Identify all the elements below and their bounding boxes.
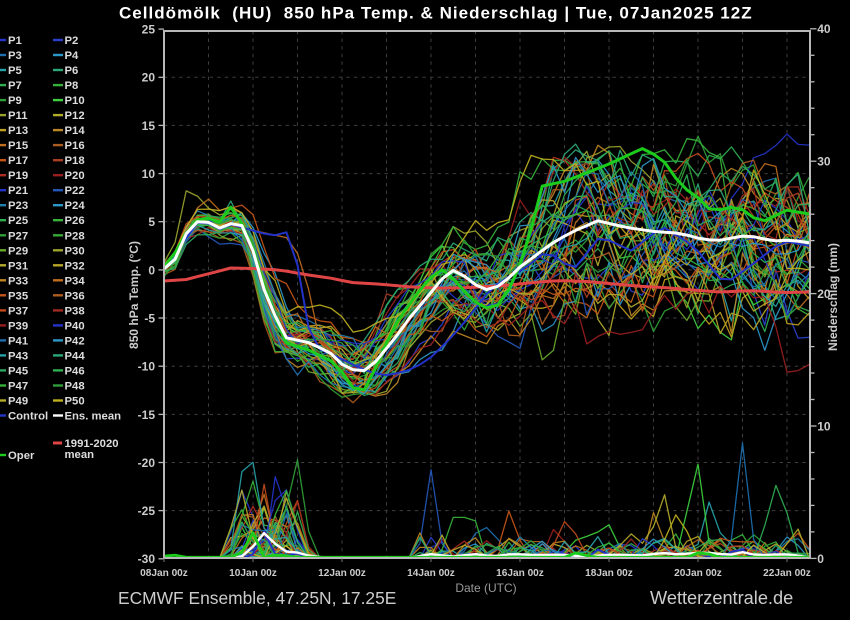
svg-text:ECMWF Ensemble, 47.25N, 17.25E: ECMWF Ensemble, 47.25N, 17.25E [118,588,396,608]
svg-text:P24: P24 [65,200,86,212]
svg-text:Date (UTC): Date (UTC) [455,581,516,595]
svg-text:P10: P10 [65,95,85,107]
svg-text:P32: P32 [65,260,85,272]
svg-text:P50: P50 [65,396,85,408]
svg-text:P33: P33 [8,275,28,287]
svg-text:Wetterzentrale.de: Wetterzentrale.de [650,588,793,608]
svg-text:P22: P22 [65,185,85,197]
svg-text:P2: P2 [65,35,79,47]
svg-text:P20: P20 [65,170,85,182]
svg-text:30: 30 [817,155,831,169]
svg-text:P26: P26 [65,215,85,227]
svg-text:-25: -25 [138,504,156,518]
svg-text:P15: P15 [8,140,28,152]
svg-text:18Jan 00z: 18Jan 00z [585,568,633,579]
svg-text:P48: P48 [65,381,85,393]
svg-text:1991-2020: 1991-2020 [65,438,119,450]
svg-text:P30: P30 [65,245,85,257]
svg-text:P4: P4 [65,50,80,62]
svg-text:15: 15 [142,119,156,133]
svg-text:Niederschlag (mm): Niederschlag (mm) [826,243,840,351]
svg-text:Control: Control [8,411,48,423]
svg-text:P40: P40 [65,320,85,332]
svg-text:P16: P16 [65,140,85,152]
svg-text:10Jan 00z: 10Jan 00z [229,568,277,579]
svg-text:-20: -20 [138,456,156,470]
svg-text:-30: -30 [138,552,156,566]
svg-text:14Jan 00z: 14Jan 00z [407,568,455,579]
svg-text:P27: P27 [8,230,28,242]
svg-text:P39: P39 [8,320,28,332]
svg-text:P43: P43 [8,350,28,362]
svg-text:P12: P12 [65,110,85,122]
svg-text:P11: P11 [8,110,27,122]
svg-text:10: 10 [817,419,831,433]
svg-text:P45: P45 [8,365,28,377]
svg-text:0: 0 [817,552,824,566]
svg-text:0: 0 [148,263,155,277]
svg-text:5: 5 [148,215,155,229]
svg-text:P7: P7 [8,80,22,92]
svg-text:P34: P34 [65,275,86,287]
svg-text:P44: P44 [65,350,86,362]
svg-text:P8: P8 [65,80,79,92]
svg-text:-15: -15 [138,408,156,422]
svg-text:40: 40 [817,22,831,36]
svg-text:P38: P38 [65,305,85,317]
svg-text:P47: P47 [8,381,28,393]
svg-text:-10: -10 [138,360,156,374]
svg-text:16Jan 00z: 16Jan 00z [496,568,544,579]
svg-text:P35: P35 [8,290,28,302]
svg-text:P5: P5 [8,65,22,77]
svg-text:P28: P28 [65,230,85,242]
svg-text:P23: P23 [8,200,28,212]
svg-text:10: 10 [142,167,156,181]
svg-text:P25: P25 [8,215,28,227]
svg-text:25: 25 [142,23,156,37]
svg-text:P1: P1 [8,35,22,47]
svg-text:P46: P46 [65,365,85,377]
svg-text:P17: P17 [8,155,28,167]
svg-text:P36: P36 [65,290,85,302]
svg-text:08Jan 00z: 08Jan 00z [140,568,188,579]
svg-text:P3: P3 [8,50,22,62]
svg-text:850 hPa Temp. (°C): 850 hPa Temp. (°C) [127,241,141,349]
svg-text:20Jan 00z: 20Jan 00z [674,568,722,579]
svg-text:22Jan 00z: 22Jan 00z [763,568,811,579]
svg-text:P41: P41 [8,335,28,347]
svg-text:Oper: Oper [8,450,35,462]
svg-text:P21: P21 [8,185,28,197]
svg-text:Ens. mean: Ens. mean [65,411,122,423]
svg-text:P29: P29 [8,245,28,257]
svg-text:P13: P13 [8,125,28,137]
svg-text:mean: mean [65,449,95,461]
svg-text:P42: P42 [65,335,85,347]
svg-text:P19: P19 [8,170,28,182]
svg-text:Celldömölk (HU) 850 hPa Temp: Celldömölk (HU) 850 hPa Temp. & Niedersc… [119,4,753,23]
svg-text:P9: P9 [8,95,22,107]
svg-text:P49: P49 [8,396,28,408]
svg-text:12Jan 00z: 12Jan 00z [318,568,366,579]
svg-text:P6: P6 [65,65,79,77]
svg-text:P31: P31 [8,260,28,272]
svg-text:20: 20 [817,287,831,301]
svg-text:-5: -5 [144,311,155,325]
svg-text:20: 20 [142,71,156,85]
svg-text:P14: P14 [65,125,86,137]
svg-text:P37: P37 [8,305,28,317]
svg-text:P18: P18 [65,155,85,167]
